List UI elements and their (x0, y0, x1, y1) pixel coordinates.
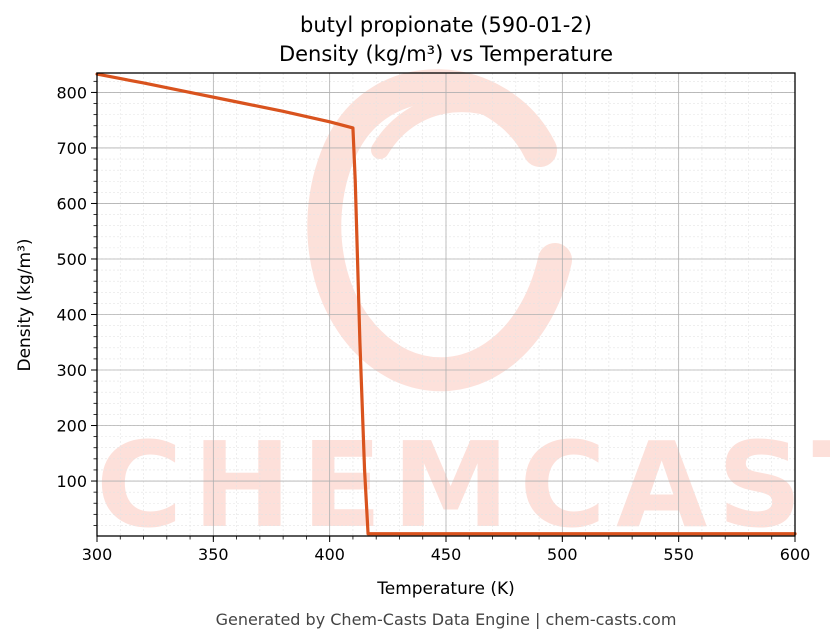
plot-frame (96, 72, 796, 537)
y-tick-label: 700 (56, 139, 87, 158)
series-layer (95, 72, 797, 536)
y-tick-label: 300 (56, 361, 87, 380)
series-line (95, 72, 797, 536)
x-tick-label: 350 (198, 545, 229, 564)
watermark-logo-swirl (307, 69, 572, 392)
y-tick-label: 500 (56, 250, 87, 269)
axis-ticks: 300 350 400 450 500 550 600 100 200 300 400 500 600 7… (56, 80, 811, 564)
y-axis-label: Density (kg/m³) (15, 238, 35, 371)
x-tick-label: 450 (431, 545, 462, 564)
chart-title: butyl propionate (590-01-2) (300, 13, 592, 37)
x-tick-label: 300 (82, 545, 113, 564)
watermark: CHEMCASTS (96, 69, 830, 554)
y-tick-label: 100 (56, 472, 87, 491)
x-tick-label: 400 (314, 545, 345, 564)
y-tick-label: 800 (56, 83, 87, 102)
x-tick-label: 550 (663, 545, 694, 564)
x-axis-label: Temperature (K) (376, 579, 515, 599)
major-grid (96, 73, 796, 536)
chart-subtitle: Density (kg/m³) vs Temperature (279, 42, 613, 66)
y-tick-label: 200 (56, 417, 87, 436)
x-tick-label: 500 (547, 545, 578, 564)
watermark-text: CHEMCASTS (96, 416, 830, 554)
y-tick-label: 600 (56, 194, 87, 213)
x-tick-label: 600 (780, 545, 811, 564)
y-tick-label: 400 (56, 305, 87, 324)
footer-credit: Generated by Chem-Casts Data Engine | ch… (216, 610, 677, 629)
